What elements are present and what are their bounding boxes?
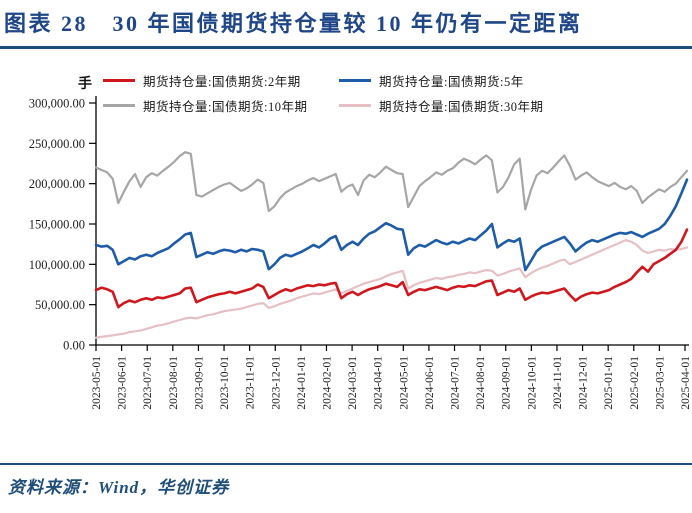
svg-text:2024-01-01: 2024-01-01: [296, 356, 308, 410]
svg-text:2023-06-01: 2023-06-01: [117, 356, 129, 410]
footer-divider: [0, 463, 692, 465]
legend-line-swatch-30y: [339, 104, 371, 107]
svg-text:2023-08-01: 2023-08-01: [168, 356, 180, 410]
legend-line-swatch-10y: [103, 104, 135, 107]
legend-label-2y: 期货持仓量:国债期货:2年期: [143, 75, 301, 89]
svg-text:2025-03-01: 2025-03-01: [654, 356, 666, 410]
title-divider: [0, 46, 692, 49]
y-axis-unit-label: 手: [78, 77, 92, 92]
legend-label-10y: 期货持仓量:国债期货:10年期: [143, 100, 308, 114]
svg-text:2024-06-01: 2024-06-01: [424, 356, 436, 410]
legend-label-5y: 期货持仓量:国债期货:5年: [379, 75, 524, 89]
svg-text:2023-10-01: 2023-10-01: [219, 356, 231, 410]
svg-text:2025-04-01: 2025-04-01: [680, 356, 692, 410]
legend-item-30y: 期货持仓量:国债期货:30年期: [339, 97, 543, 114]
chart-legend: 期货持仓量:国债期货:2年期 期货持仓量:国债期货:5年 期货持仓量:国债期货:…: [103, 72, 543, 114]
svg-text:150,000.00: 150,000.00: [29, 218, 85, 232]
svg-text:2024-02-01: 2024-02-01: [321, 356, 333, 410]
svg-text:50,000.00: 50,000.00: [35, 298, 85, 312]
svg-text:2024-09-01: 2024-09-01: [501, 356, 513, 410]
source-note: 资料来源：Wind，华创证券: [8, 478, 230, 497]
svg-text:0.00: 0.00: [63, 339, 85, 353]
svg-text:2025-01-01: 2025-01-01: [603, 356, 615, 410]
figure-title: 图表 28 30 年国债期货持仓量较 10 年仍有一定距离: [4, 11, 583, 36]
svg-text:2024-03-01: 2024-03-01: [347, 356, 359, 410]
svg-text:2023-09-01: 2023-09-01: [193, 356, 205, 410]
svg-text:2023-11-01: 2023-11-01: [245, 356, 257, 409]
legend-item-10y: 期货持仓量:国债期货:10年期: [103, 97, 339, 114]
legend-line-swatch-2y: [103, 79, 135, 82]
svg-text:250,000.00: 250,000.00: [29, 137, 85, 151]
svg-text:2024-12-01: 2024-12-01: [578, 356, 590, 410]
svg-text:2024-05-01: 2024-05-01: [398, 356, 410, 410]
svg-text:2024-11-01: 2024-11-01: [552, 356, 564, 409]
svg-text:2024-08-01: 2024-08-01: [475, 356, 487, 410]
svg-text:2024-10-01: 2024-10-01: [526, 356, 538, 410]
chart-svg: 0.00 50,000.00 100,000.00 150,000.00 200,000…: [29, 96, 692, 410]
legend-item-2y: 期货持仓量:国债期货:2年期: [103, 72, 339, 89]
svg-text:2023-05-01: 2023-05-01: [91, 356, 103, 410]
svg-text:2023-12-01: 2023-12-01: [270, 356, 282, 410]
legend-label-30y: 期货持仓量:国债期货:30年期: [379, 100, 544, 114]
svg-text:2024-04-01: 2024-04-01: [373, 356, 385, 410]
chart-area: 手 期货持仓量:国债期货:2年期 期货持仓量:国债期货:5年 期货持仓量:国债期…: [0, 60, 692, 460]
legend-item-5y: 期货持仓量:国债期货:5年: [339, 72, 543, 89]
legend-line-swatch-5y: [339, 79, 371, 82]
svg-text:2024-07-01: 2024-07-01: [450, 356, 462, 410]
svg-text:200,000.00: 200,000.00: [29, 177, 85, 191]
svg-text:100,000.00: 100,000.00: [29, 258, 85, 272]
svg-text:2025-02-01: 2025-02-01: [629, 356, 641, 410]
svg-text:300,000.00: 300,000.00: [29, 97, 85, 111]
svg-text:2023-07-01: 2023-07-01: [142, 356, 154, 410]
